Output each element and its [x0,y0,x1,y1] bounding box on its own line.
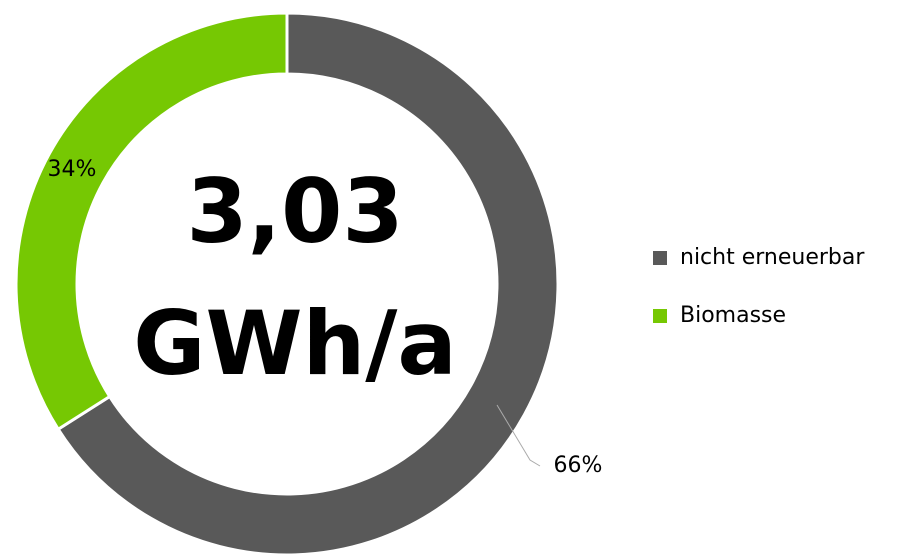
donut-slice [14,11,289,432]
data-label: 34% [48,157,97,182]
data-label: 66% [554,453,603,478]
legend-swatch [653,251,667,265]
donut-slice [56,11,560,556]
legend-label: Biomasse [680,303,786,328]
center-value: 3,03 [186,160,403,263]
legend-swatch [653,309,667,323]
center-unit: GWh/a [133,292,456,395]
legend-label: nicht erneuerbar [680,245,865,270]
donut [14,11,560,556]
leader-line [496,404,541,467]
